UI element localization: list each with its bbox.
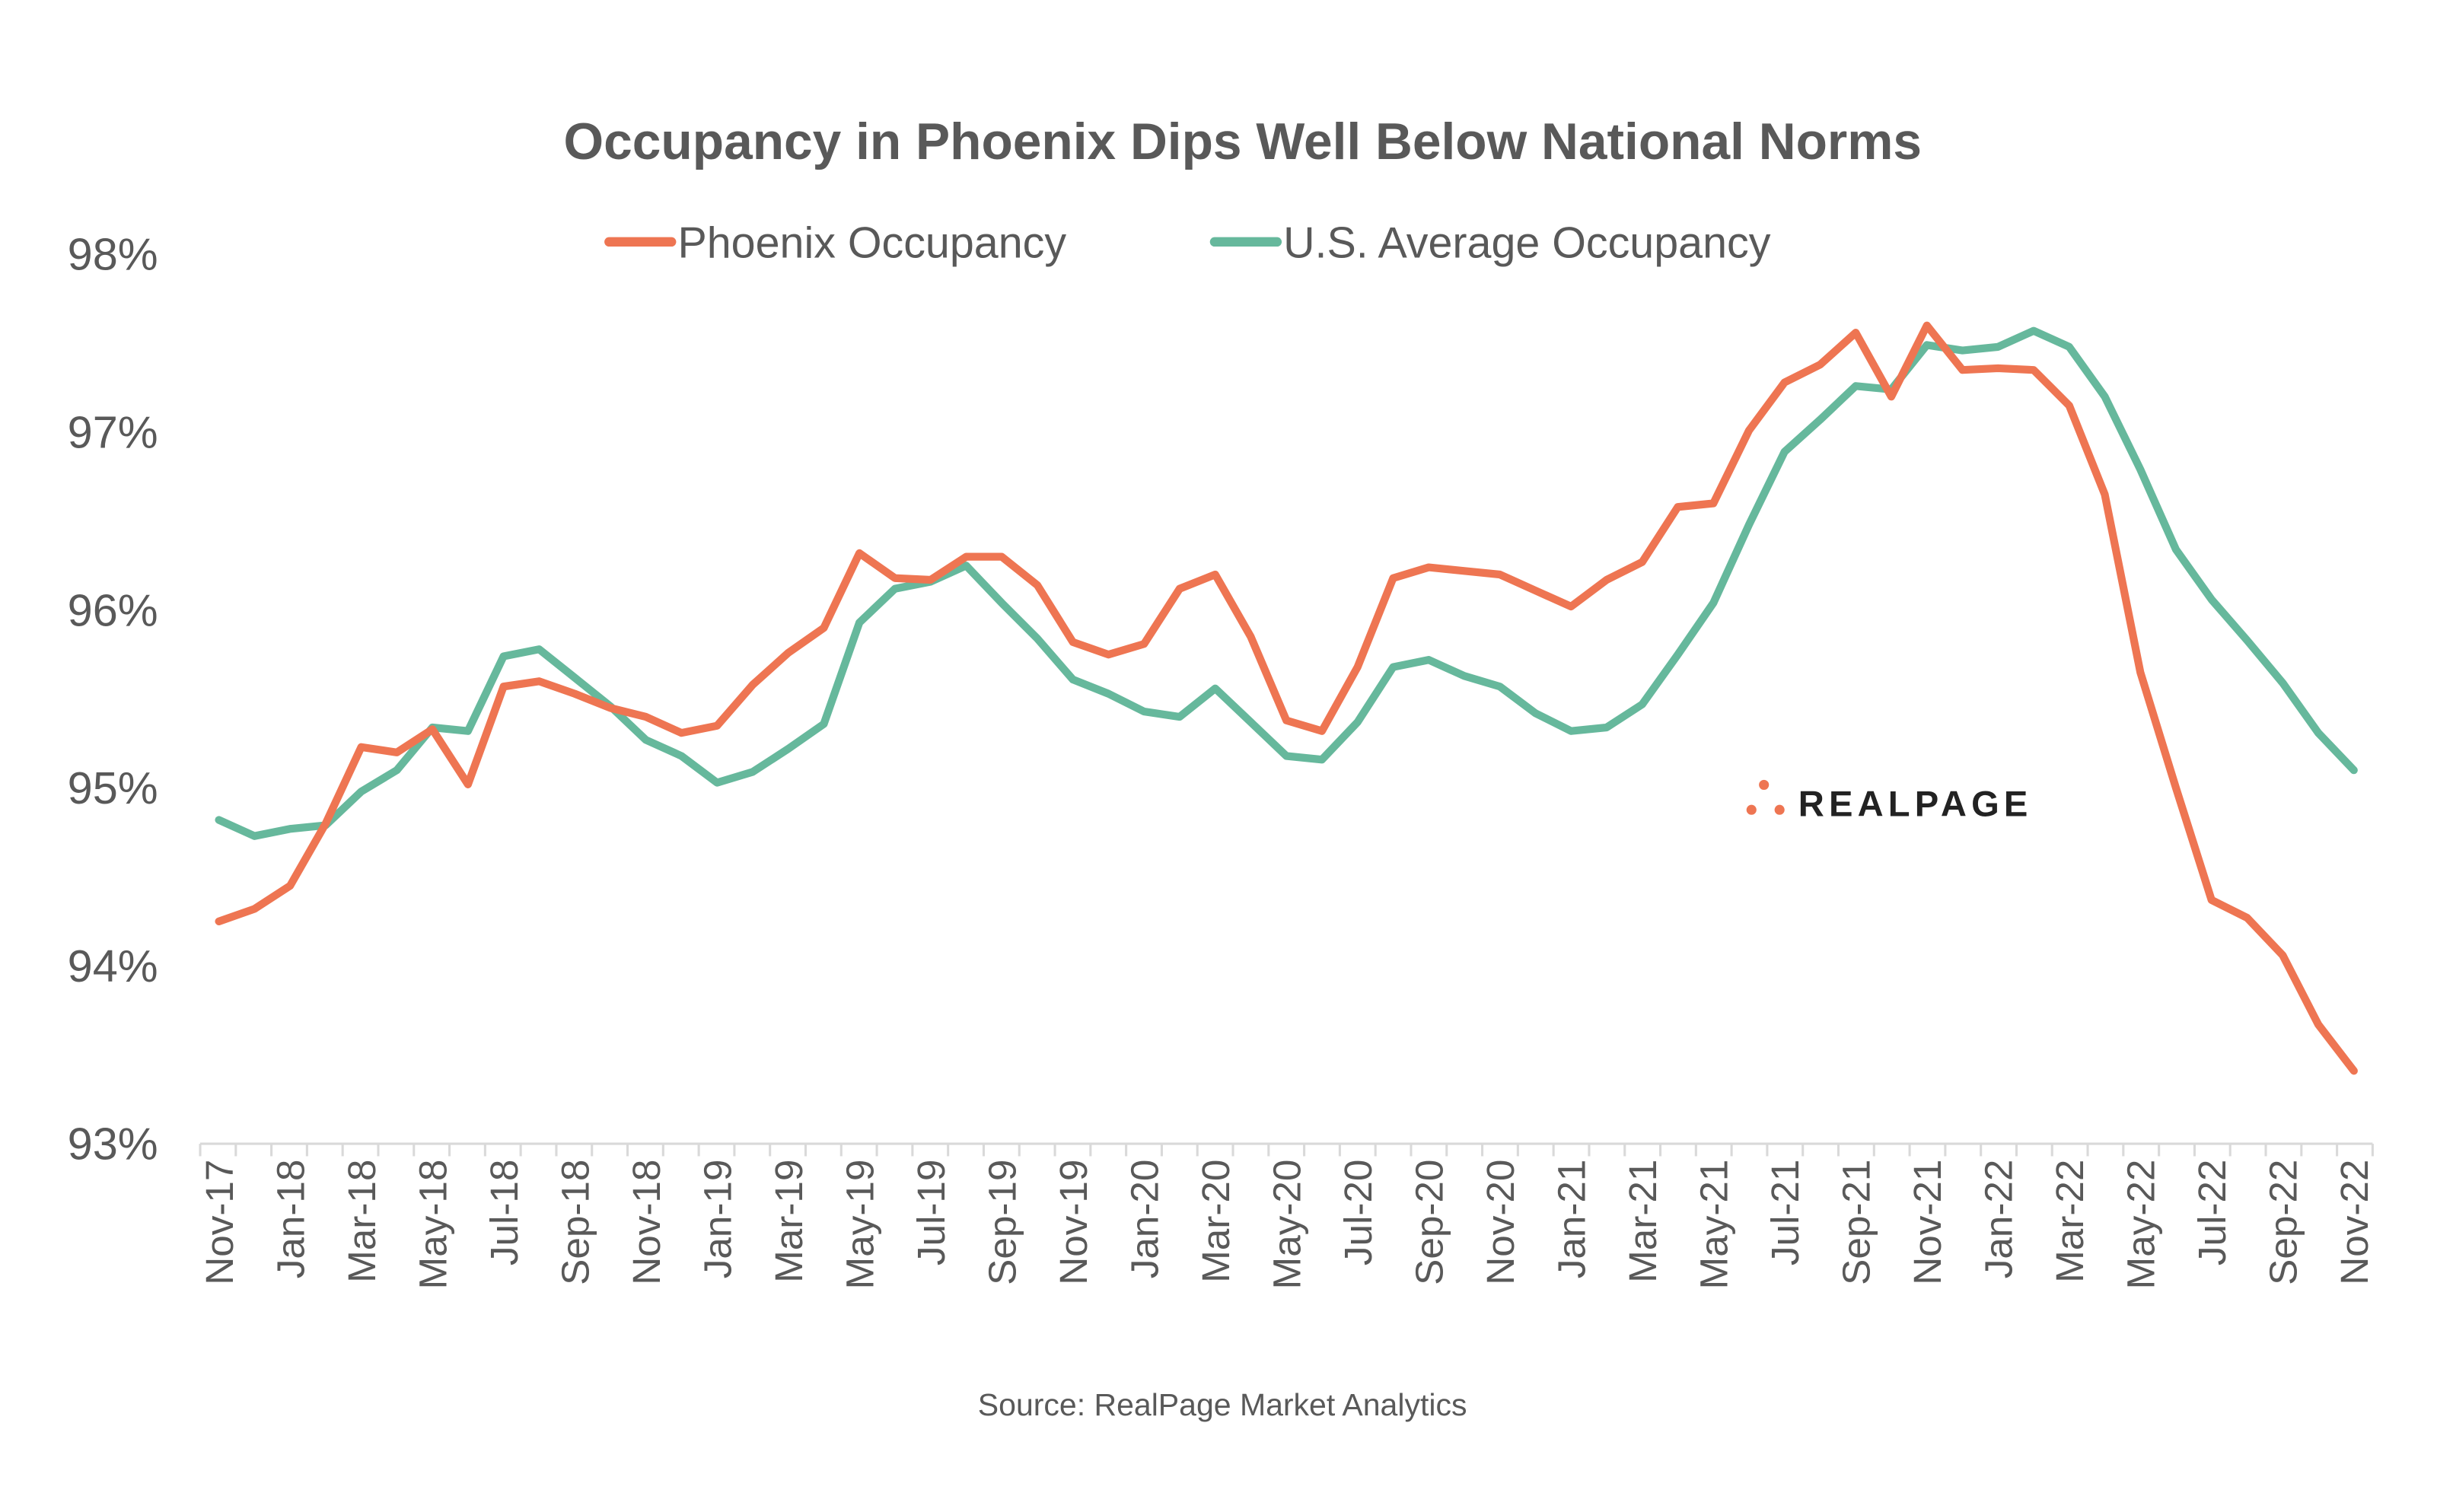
x-tick-label: May-18	[412, 1160, 455, 1290]
y-axis: 93% 94% 95% 96% 97% 98%	[68, 229, 158, 1170]
x-tick-label: Jan-19	[696, 1160, 740, 1279]
x-tick-label: Sep-21	[1835, 1160, 1878, 1285]
legend-label: U.S. Average Occupancy	[1283, 218, 1771, 267]
legend-label: Phoenix Occupancy	[677, 218, 1066, 267]
x-tick-label: May-20	[1266, 1160, 1309, 1290]
x-tick-label: Sep-18	[554, 1160, 597, 1285]
x-tick-label: Jul-21	[1763, 1160, 1807, 1266]
y-tick-label: 98%	[68, 229, 158, 280]
x-tick-label: Mar-19	[767, 1160, 811, 1283]
x-tick-label: Mar-18	[340, 1160, 384, 1283]
x-tick-label: May-19	[839, 1160, 882, 1290]
logo-dot	[1746, 804, 1757, 815]
x-tick-label: Sep-22	[2262, 1160, 2305, 1285]
x-tick-label: Mar-21	[1621, 1160, 1664, 1283]
x-tick-label: Nov-19	[1052, 1160, 1095, 1285]
x-tick-label: Jan-22	[1977, 1160, 2021, 1279]
x-tick-label: Jul-18	[483, 1160, 526, 1266]
x-tick-label: Jan-21	[1550, 1160, 1594, 1279]
x-tick-label: Jul-22	[2190, 1160, 2234, 1266]
x-tick-label: Mar-20	[1194, 1160, 1238, 1283]
x-tick-label: Jul-19	[909, 1160, 953, 1266]
logo-text: REALPAGE	[1798, 783, 2033, 823]
x-tick-label: Nov-20	[1479, 1160, 1522, 1285]
x-tick-label: Sep-19	[981, 1160, 1024, 1285]
x-tick-label: May-21	[1693, 1160, 1736, 1290]
series-lines	[215, 321, 2358, 1075]
x-tick-label: Nov-21	[1906, 1160, 1949, 1285]
realpage-logo: REALPAGE	[1746, 779, 2033, 823]
y-tick-label: 93%	[68, 1119, 158, 1170]
x-tick-label: Sep-20	[1408, 1160, 1451, 1285]
source-note: Source: RealPage Market Analytics	[978, 1387, 1467, 1422]
x-tick-label: May-22	[2120, 1160, 2163, 1290]
series-line-phoenix	[215, 321, 2358, 1075]
x-tick-label: Mar-22	[2048, 1160, 2091, 1283]
y-tick-label: 95%	[68, 762, 158, 813]
legend: Phoenix Occupancy U.S. Average Occupancy	[604, 218, 1771, 267]
x-tick-label: Jul-20	[1336, 1160, 1380, 1266]
x-tick-label: Nov-17	[198, 1160, 241, 1285]
y-tick-label: 96%	[68, 584, 158, 635]
series-line-us-average	[215, 326, 2358, 840]
y-tick-label: 94%	[68, 941, 158, 992]
x-tick-label: Nov-22	[2333, 1160, 2376, 1285]
x-tick-label: Jan-18	[269, 1160, 313, 1279]
x-axis: Nov-17 Jan-18 Mar-18 May-18 Jul-18 Sep-18 Nov-…	[198, 1142, 2376, 1290]
y-tick-label: 97%	[68, 407, 158, 458]
logo-dot	[1774, 804, 1785, 815]
x-tick-label: Jan-20	[1123, 1160, 1167, 1279]
x-tick-label: Nov-18	[625, 1160, 668, 1285]
chart-title: Occupancy in Phoenix Dips Well Below Nat…	[564, 113, 1923, 170]
logo-dot	[1759, 779, 1770, 790]
